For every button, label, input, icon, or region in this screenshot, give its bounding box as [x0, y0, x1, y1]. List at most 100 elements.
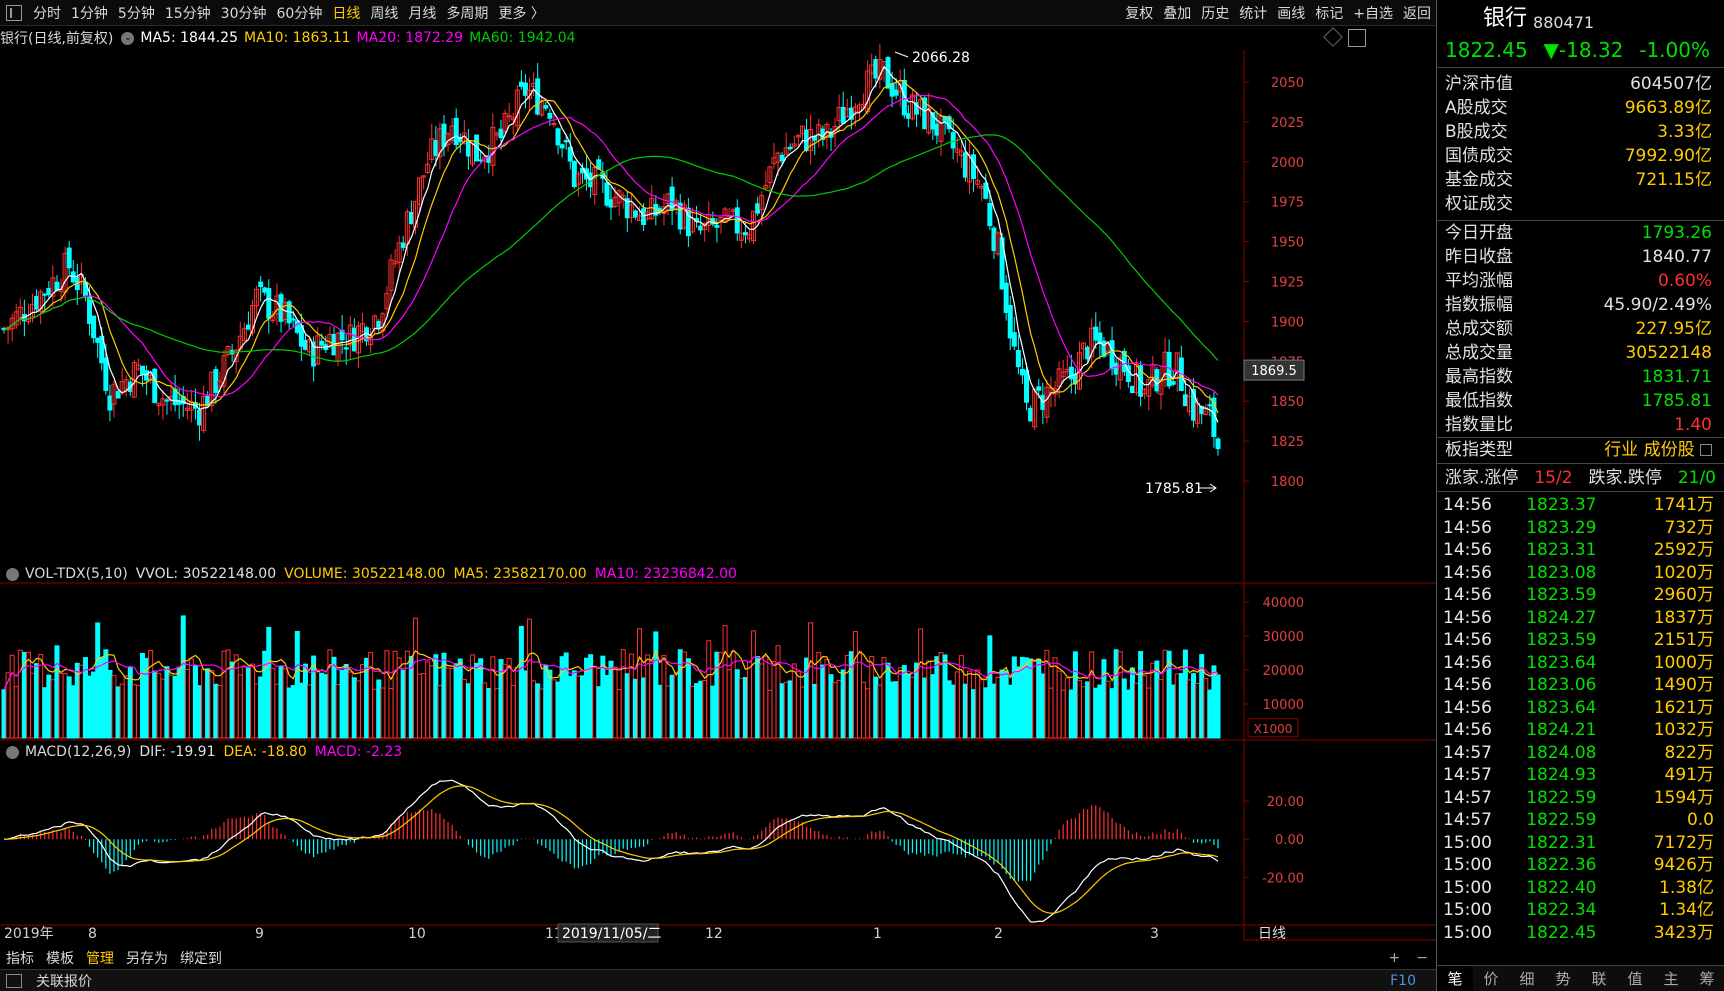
volume-bar [759, 663, 765, 739]
period-tab-8[interactable]: 月线 [408, 5, 437, 22]
vol-settings-icon[interactable] [6, 567, 19, 581]
volume-bar [417, 673, 423, 739]
volume-bar [359, 664, 365, 739]
panel-tab-4[interactable]: 联 [1591, 970, 1607, 988]
candle-body [164, 399, 170, 402]
stat-label: B股成交 [1445, 122, 1508, 142]
candle-body [384, 292, 390, 310]
candle-body [103, 357, 109, 391]
volume-bar [87, 675, 93, 739]
volume-bar [335, 684, 341, 739]
f10-button[interactable]: F10 [1390, 972, 1416, 989]
price-tick-label: 1950 [1271, 236, 1304, 251]
price-tick-label: 1975 [1271, 196, 1304, 211]
tick-price: 1824.93 [1526, 765, 1597, 785]
toolbar-action-1[interactable]: 叠加 [1163, 5, 1192, 22]
stat-value: 9663.89亿 [1624, 98, 1712, 118]
volume-bar [135, 685, 141, 739]
period-tab-4[interactable]: 30分钟 [220, 5, 267, 22]
panel-tab-3[interactable]: 势 [1555, 970, 1571, 988]
volume-bar [311, 655, 317, 739]
indicator-tool-1[interactable]: 模板 [46, 951, 74, 967]
kline-chart[interactable]: 2050202520001975195019251900187518501825… [0, 0, 1436, 991]
candle-body [1019, 368, 1025, 376]
macd-settings-icon[interactable] [6, 745, 19, 759]
volume-bar [665, 685, 671, 739]
volume-bar [250, 663, 256, 739]
candle-body [1028, 407, 1034, 422]
status-bar: 关联报价 F10 [0, 969, 1436, 991]
volume-bar [131, 684, 137, 739]
zoom-in-button[interactable]: + [1388, 950, 1401, 966]
toolbar-action-4[interactable]: 画线 [1277, 5, 1306, 22]
market-stats: 沪深市值 604507亿 A股成交 9663.89亿 B股成交 3.33亿 国债成交 7992… [1437, 68, 1724, 221]
down-label: 跌家.跌停 [1588, 468, 1662, 488]
panel-tab-1[interactable]: 价 [1483, 970, 1499, 988]
period-tab-2[interactable]: 5分钟 [117, 5, 155, 22]
period-tab-1[interactable]: 1分钟 [71, 5, 108, 22]
volume-bar [429, 665, 435, 739]
indicator-tool-0[interactable]: 指标 [6, 951, 34, 967]
tick-list[interactable]: 14:56 1823.37 1741万 14:56 1823.29 732万 14:56 18… [1437, 492, 1724, 944]
period-tab-7[interactable]: 周线 [370, 5, 399, 22]
candle-body [1081, 342, 1087, 350]
volume-bar [522, 670, 528, 739]
volume-bar [123, 675, 129, 739]
volume-bar [258, 676, 264, 739]
volume-legend: VOL-TDX(5,10) VVOL: 30522148.00 VOLUME: … [0, 563, 745, 585]
macd-tick-label: 20.00 [1267, 795, 1304, 810]
panel-tab-6[interactable]: 主 [1663, 970, 1679, 988]
volume-bar [78, 664, 84, 739]
tick-row: 14:56 1823.31 2592万 [1437, 539, 1724, 562]
toolbar-action-7[interactable]: 返回 [1403, 5, 1431, 22]
tick-row: 14:57 1822.59 1594万 [1437, 787, 1724, 810]
toolbar-action-0[interactable]: 复权 [1125, 5, 1154, 22]
volume-bar [661, 654, 667, 739]
candle-body [34, 296, 40, 310]
volume-bar [172, 675, 178, 739]
candle-body [946, 116, 952, 130]
stat-value: 227.95亿 [1635, 319, 1712, 339]
volume-bar [457, 658, 463, 739]
candle-body [1011, 332, 1017, 347]
volume-bar [30, 672, 36, 739]
panel-tab-0[interactable]: 笔 [1437, 966, 1473, 991]
period-tab-5[interactable]: 60分钟 [276, 5, 323, 22]
window-toggle-icon[interactable] [1348, 29, 1366, 47]
candle-body [433, 140, 439, 156]
tick-row: 14:56 1823.64 1621万 [1437, 697, 1724, 720]
panel-toggle-icon[interactable] [6, 4, 22, 21]
tick-time: 14:57 [1443, 765, 1492, 785]
period-tab-3[interactable]: 15分钟 [164, 5, 211, 22]
stat-row: A股成交 9663.89亿 [1437, 96, 1724, 120]
volume-bar [649, 660, 655, 739]
link-quote-icon[interactable] [6, 973, 22, 988]
indicator-tool-2[interactable]: 管理 [86, 951, 114, 967]
period-tab-10[interactable]: 更多 〉 [498, 5, 545, 22]
volume-bar [914, 662, 920, 739]
period-tab-0[interactable]: 分时 [33, 5, 61, 22]
volume-bar [604, 675, 610, 739]
zoom-out-button[interactable]: − [1416, 950, 1428, 966]
indicator-tool-4[interactable]: 绑定到 [180, 951, 222, 967]
volume-bar [1052, 657, 1058, 739]
settings-circle-icon[interactable]: ⌄ [121, 31, 135, 45]
period-tab-6[interactable]: 日线 [332, 5, 361, 22]
panel-tab-5[interactable]: 值 [1627, 970, 1643, 988]
volume-bar [698, 680, 704, 739]
link-quote-label[interactable]: 关联报价 [36, 973, 92, 990]
volume-bar [694, 683, 700, 739]
panel-tab-2[interactable]: 细 [1519, 970, 1535, 988]
volume-bar [653, 631, 659, 739]
panel-tab-7[interactable]: 筹 [1699, 970, 1715, 988]
toolbar-action-6[interactable]: +自选 [1353, 5, 1393, 22]
indicator-tool-3[interactable]: 另存为 [126, 951, 168, 967]
toolbar-action-2[interactable]: 历史 [1201, 5, 1230, 22]
toolbar-action-3[interactable]: 统计 [1239, 5, 1268, 22]
volume-bar [298, 682, 304, 739]
period-tab-9[interactable]: 多周期 [446, 5, 489, 22]
volume-bar [266, 626, 272, 739]
toolbar-action-5[interactable]: 标记 [1315, 5, 1344, 22]
sector-value[interactable]: 行业 成份股 [1604, 438, 1712, 463]
tick-price: 1823.31 [1526, 540, 1597, 560]
